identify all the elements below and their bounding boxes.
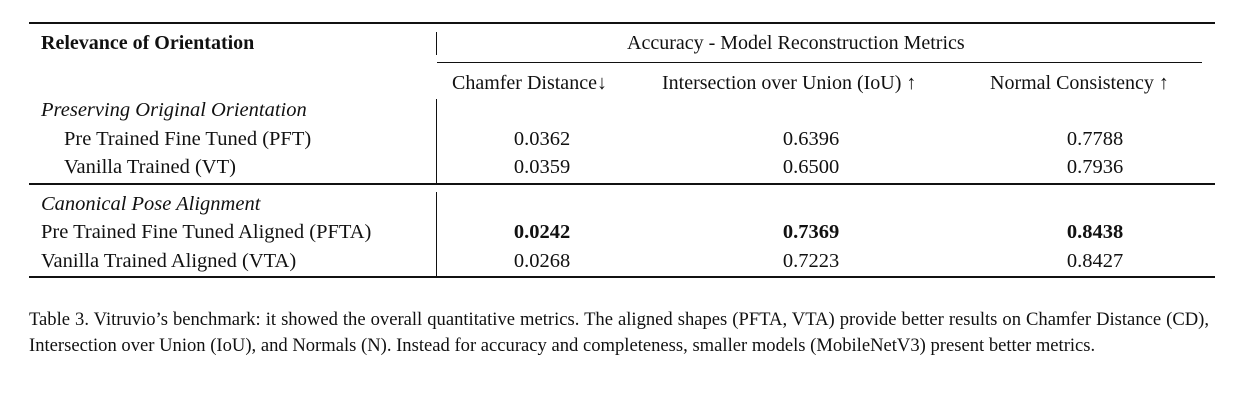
- column-header-iou: Intersection over Union (IoU) ↑: [662, 72, 917, 94]
- section-separator-rule: [29, 183, 1215, 185]
- cell-vt-iou: 0.6500: [782, 156, 840, 178]
- table-caption: Table 3. Vitruvio’s benchmark: it showed…: [29, 309, 1209, 356]
- cell-pfta-chamfer: 0.0242: [513, 221, 571, 243]
- corner-header: Relevance of Orientation: [41, 32, 255, 54]
- cell-pfta-normal: 0.8438: [1066, 221, 1124, 243]
- column-divider-3: [436, 192, 437, 276]
- group-header-rule: [437, 62, 1202, 63]
- cell-pft-iou: 0.6396: [782, 128, 840, 150]
- section-title-canonical: Canonical Pose Alignment: [41, 193, 261, 215]
- cell-vta-normal: 0.8427: [1066, 250, 1124, 272]
- cell-vt-chamfer: 0.0359: [513, 156, 571, 178]
- cell-pft-chamfer: 0.0362: [513, 128, 571, 150]
- column-header-chamfer: Chamfer Distance↓: [452, 72, 607, 94]
- section-title-preserving: Preserving Original Orientation: [41, 99, 307, 121]
- row-label-pft: Pre Trained Fine Tuned (PFT): [64, 128, 312, 150]
- cell-pft-normal: 0.7788: [1066, 128, 1124, 150]
- row-label-vt: Vanilla Trained (VT): [64, 156, 236, 178]
- row-label-pfta: Pre Trained Fine Tuned Aligned (PFTA): [41, 221, 372, 243]
- column-divider-1: [436, 32, 437, 55]
- row-label-vta: Vanilla Trained Aligned (VTA): [41, 250, 297, 272]
- cell-vta-chamfer: 0.0268: [513, 250, 571, 272]
- column-divider-2: [436, 99, 437, 183]
- cell-vta-iou: 0.7223: [782, 250, 840, 272]
- column-header-normal: Normal Consistency ↑: [990, 72, 1169, 94]
- group-header: Accuracy - Model Reconstruction Metrics: [627, 32, 965, 54]
- cell-vt-normal: 0.7936: [1066, 156, 1124, 178]
- cell-pfta-iou: 0.7369: [782, 221, 840, 243]
- bottom-rule: [29, 276, 1215, 278]
- top-rule: [29, 22, 1215, 24]
